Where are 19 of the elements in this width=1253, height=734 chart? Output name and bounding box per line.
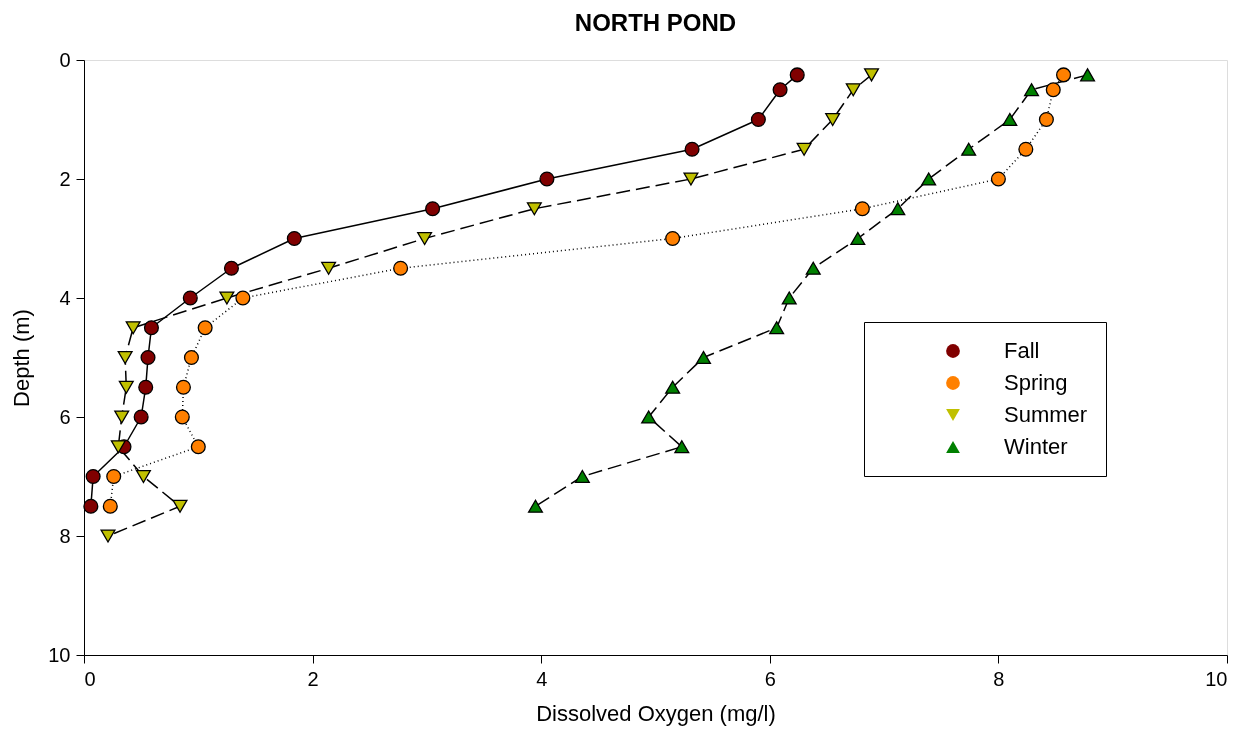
x-tick-label: 4 xyxy=(536,667,548,690)
legend-label: Fall xyxy=(1004,338,1040,363)
x-tick-label: 6 xyxy=(764,667,776,690)
x-tick-label: 8 xyxy=(993,667,1005,690)
chart-title: NORTH POND xyxy=(574,9,737,36)
legend-label: Winter xyxy=(1004,434,1068,459)
legend-label: Summer xyxy=(1004,402,1088,427)
legend-label: Spring xyxy=(1004,370,1068,395)
y-tick-label: 6 xyxy=(59,405,71,428)
y-tick-label: 8 xyxy=(59,524,71,547)
y-tick-label: 10 xyxy=(48,643,71,666)
y-tick-label: 0 xyxy=(59,48,71,71)
x-tick-label: 0 xyxy=(84,667,96,690)
x-axis-title: Dissolved Oxygen (mg/l) xyxy=(536,700,776,726)
y-tick-label: 4 xyxy=(59,286,71,309)
y-tick-label: 2 xyxy=(59,167,71,190)
x-tick-label: 10 xyxy=(1205,667,1228,690)
x-tick-label: 2 xyxy=(307,667,319,690)
y-axis-title: Depth (m) xyxy=(9,309,35,407)
